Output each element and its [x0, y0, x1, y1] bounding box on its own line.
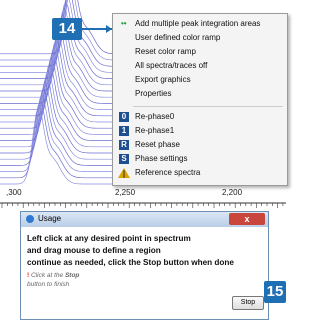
- spectrum-trace: [0, 108, 112, 184]
- label: Properties: [135, 87, 171, 101]
- label: Add multiple peak integration areas: [135, 17, 260, 31]
- menu-item[interactable]: Properties: [113, 87, 287, 101]
- icon: S: [119, 154, 129, 164]
- note-bold: Stop: [65, 272, 79, 279]
- menu-item[interactable]: Export graphics: [113, 73, 287, 87]
- icon: ••: [121, 17, 127, 31]
- icon: 1: [119, 126, 129, 136]
- menu-item[interactable]: 1 Re-phase1: [113, 124, 287, 138]
- note-text: button to finish: [27, 281, 69, 288]
- menu-item[interactable]: All spectra/traces off: [113, 59, 287, 73]
- stop-button[interactable]: Stop: [232, 296, 264, 310]
- instruction: and drag mouse to define a region: [27, 246, 161, 255]
- label: Re-phase0: [135, 110, 174, 124]
- label: Reference spectra: [135, 166, 200, 180]
- dialog-title: Usage: [38, 214, 61, 223]
- instruction: continue as needed, click the Stop butto…: [27, 258, 234, 267]
- context-menu: •• Add multiple peak integration areas Us…: [112, 13, 288, 186]
- icon: [26, 215, 34, 223]
- menu-item[interactable]: User defined color ramp: [113, 31, 287, 45]
- icon: [118, 168, 130, 178]
- callout: 14: [52, 18, 82, 40]
- spectrum-trace: [0, 95, 112, 172]
- axis-label: 2,200: [222, 188, 242, 197]
- axis-label: 2,250: [115, 188, 135, 197]
- dialog: Usage x Left click at any desired point …: [20, 211, 269, 320]
- callout: 15: [264, 281, 286, 303]
- menu-item[interactable]: S Phase settings: [113, 152, 287, 166]
- menu-item[interactable]: 0 Re-phase0: [113, 110, 287, 124]
- spectrum-trace: [0, 101, 112, 178]
- title-bar: Usage x: [21, 212, 268, 227]
- icon: 0: [119, 112, 129, 122]
- label: Reset phase: [135, 138, 180, 152]
- label: User defined color ramp: [135, 31, 220, 45]
- axis-ticks: [2, 203, 283, 208]
- menu-item[interactable]: •• Add multiple peak integration areas: [113, 17, 287, 31]
- separator: [133, 106, 283, 107]
- note-text: Click at the: [31, 272, 65, 279]
- label: Re-phase1: [135, 124, 174, 138]
- axis-label: ,300: [6, 188, 22, 197]
- screen: 14 •• Add multiple peak integration areas…: [0, 0, 286, 320]
- spectrum-trace: [0, 84, 112, 160]
- note: ! Click at the Stop button to finish: [27, 271, 87, 289]
- label: Reset color ramp: [135, 45, 196, 59]
- menu-item[interactable]: Reset color ramp: [113, 45, 287, 59]
- close-button[interactable]: x: [229, 213, 265, 225]
- spectrum-trace: [0, 77, 112, 153]
- menu-item[interactable]: Reference spectra: [113, 166, 287, 180]
- label: Export graphics: [135, 73, 191, 87]
- instruction: Left click at any desired point in spect…: [27, 234, 191, 243]
- menu-item[interactable]: R Reset phase: [113, 138, 287, 152]
- label: All spectra/traces off: [135, 59, 207, 73]
- icon: R: [119, 140, 129, 150]
- label: Phase settings: [135, 152, 187, 166]
